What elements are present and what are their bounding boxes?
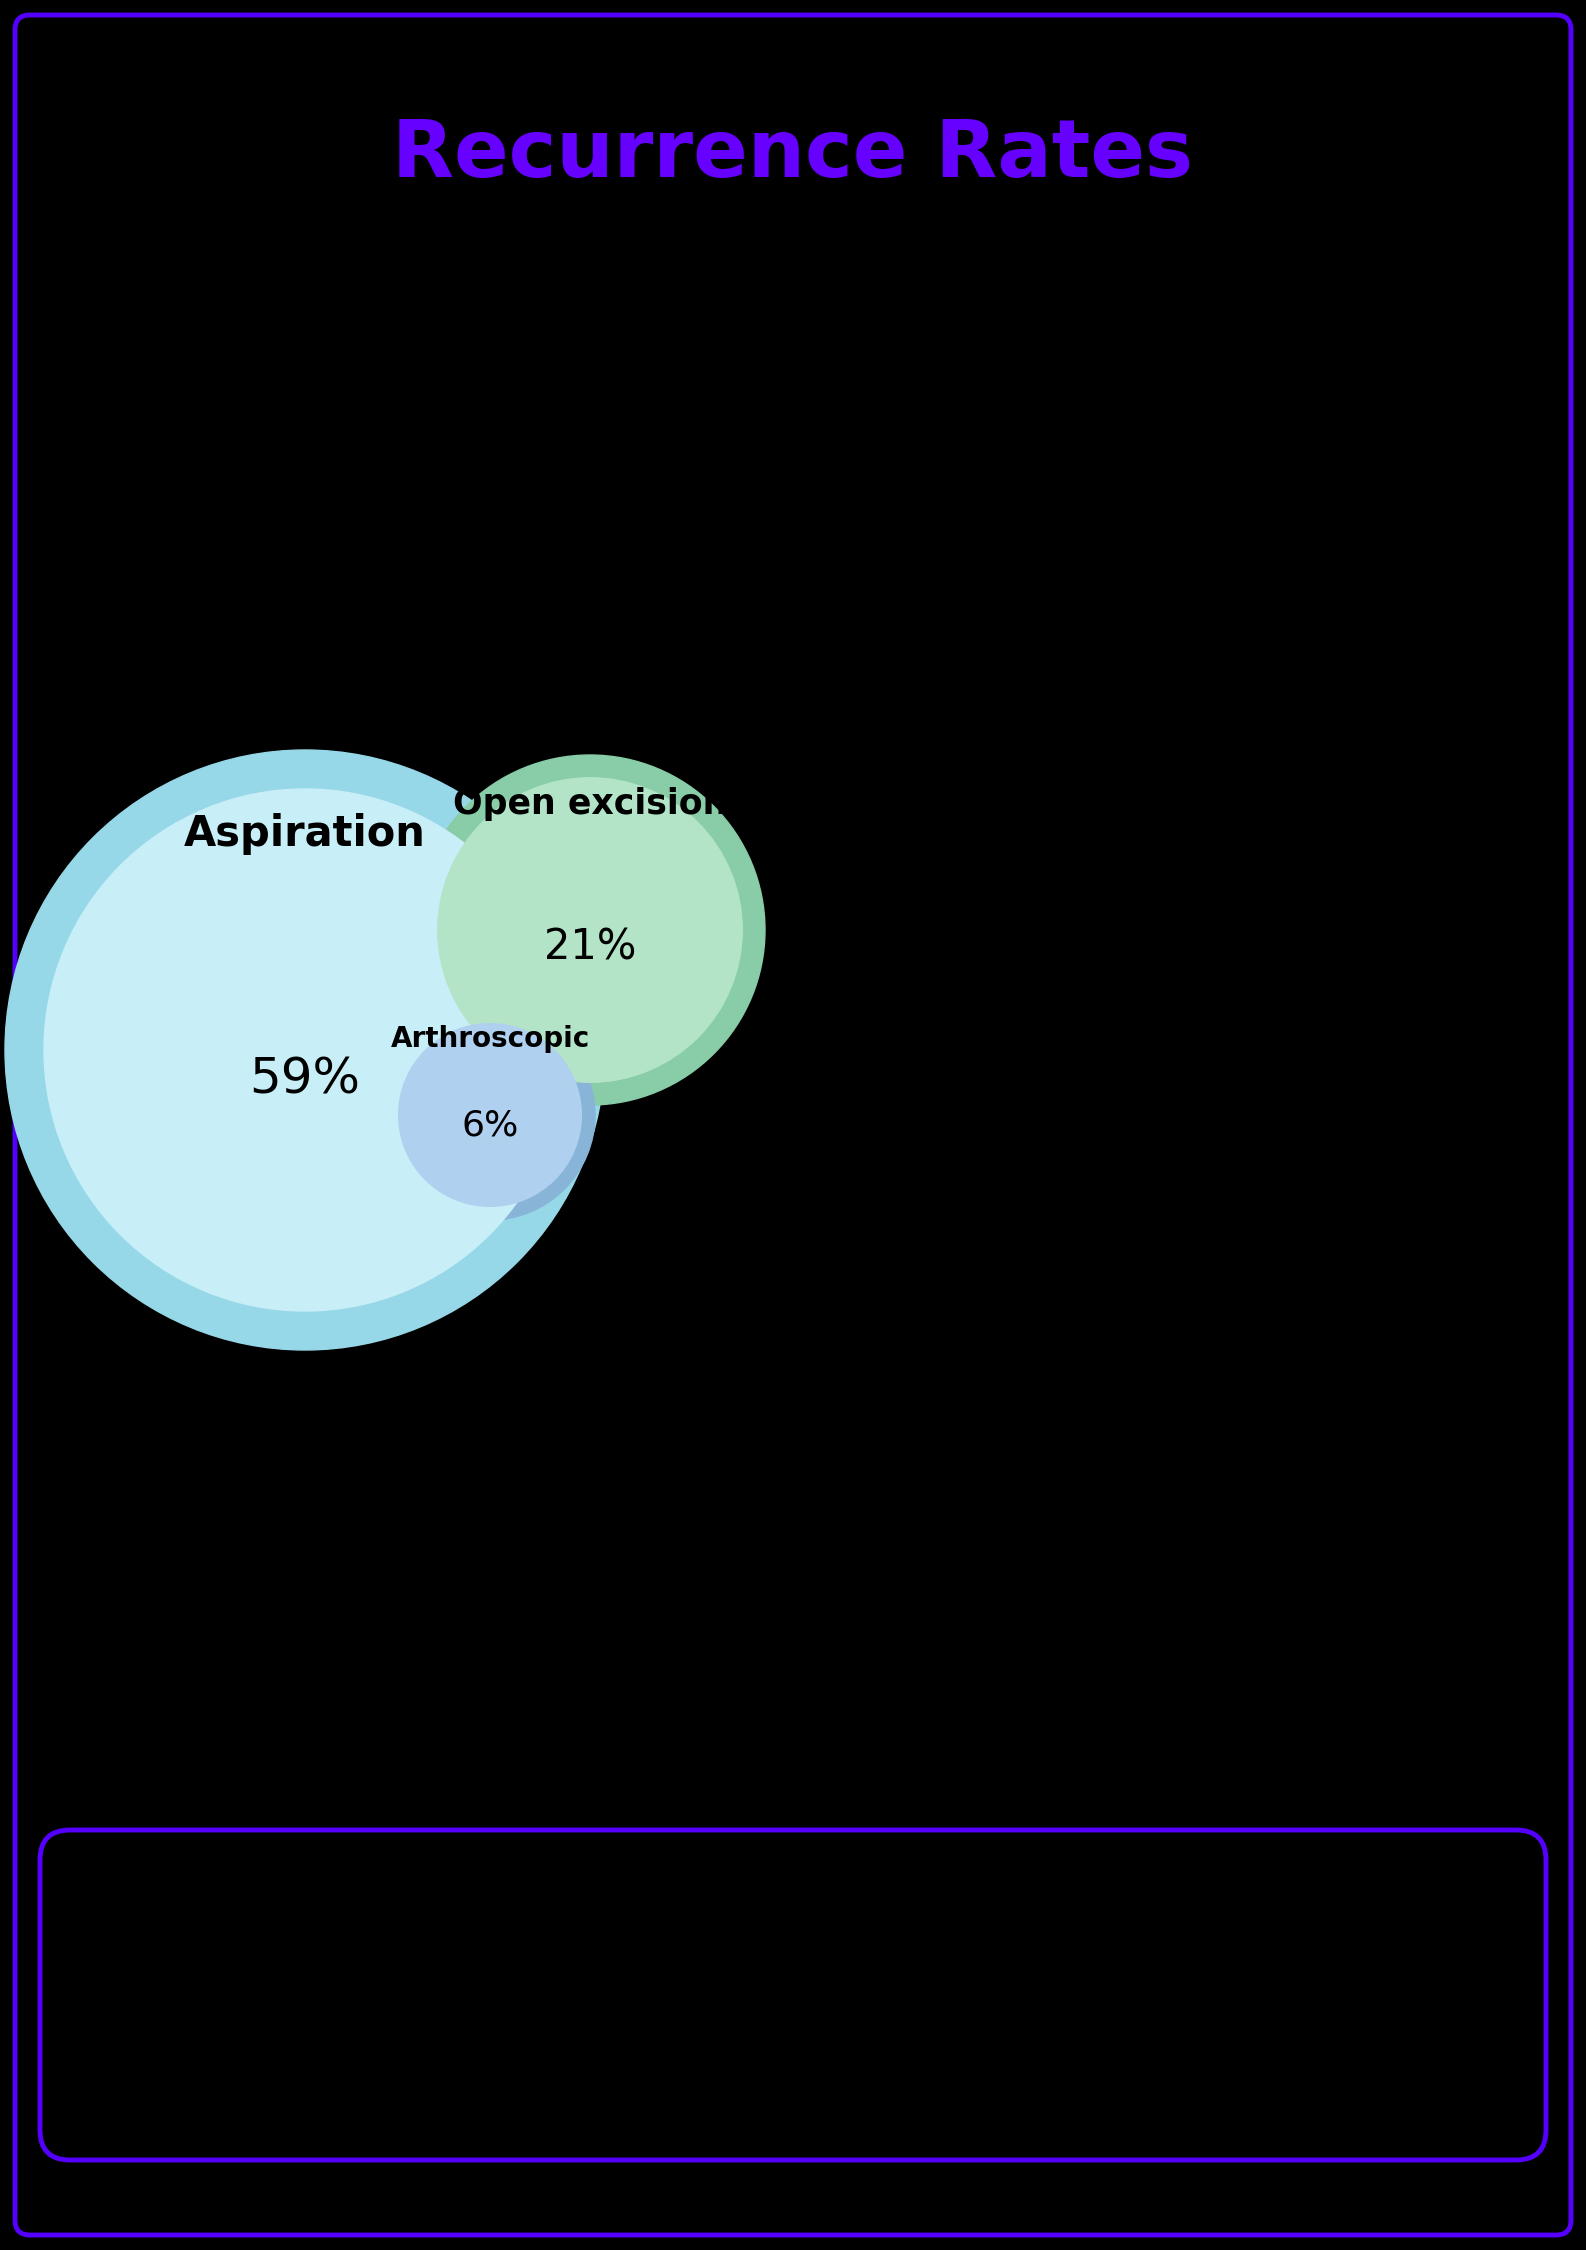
Circle shape [438,778,742,1082]
Circle shape [5,749,604,1350]
Text: Open excision: Open excision [454,788,728,821]
Text: Aspiration: Aspiration [184,812,427,855]
Circle shape [44,790,566,1312]
Circle shape [398,1024,582,1206]
Text: 6%: 6% [462,1109,519,1143]
Text: 👨‍⚕️: 👨‍⚕️ [352,410,435,479]
FancyBboxPatch shape [14,16,1572,2234]
Circle shape [385,1010,595,1220]
Circle shape [416,756,764,1105]
Text: Arthroscopic: Arthroscopic [390,1026,590,1053]
Text: 59%: 59% [249,1055,360,1105]
Text: Recurrence Rates: Recurrence Rates [392,117,1194,194]
Text: 21%: 21% [544,927,636,968]
FancyBboxPatch shape [40,1829,1546,2160]
